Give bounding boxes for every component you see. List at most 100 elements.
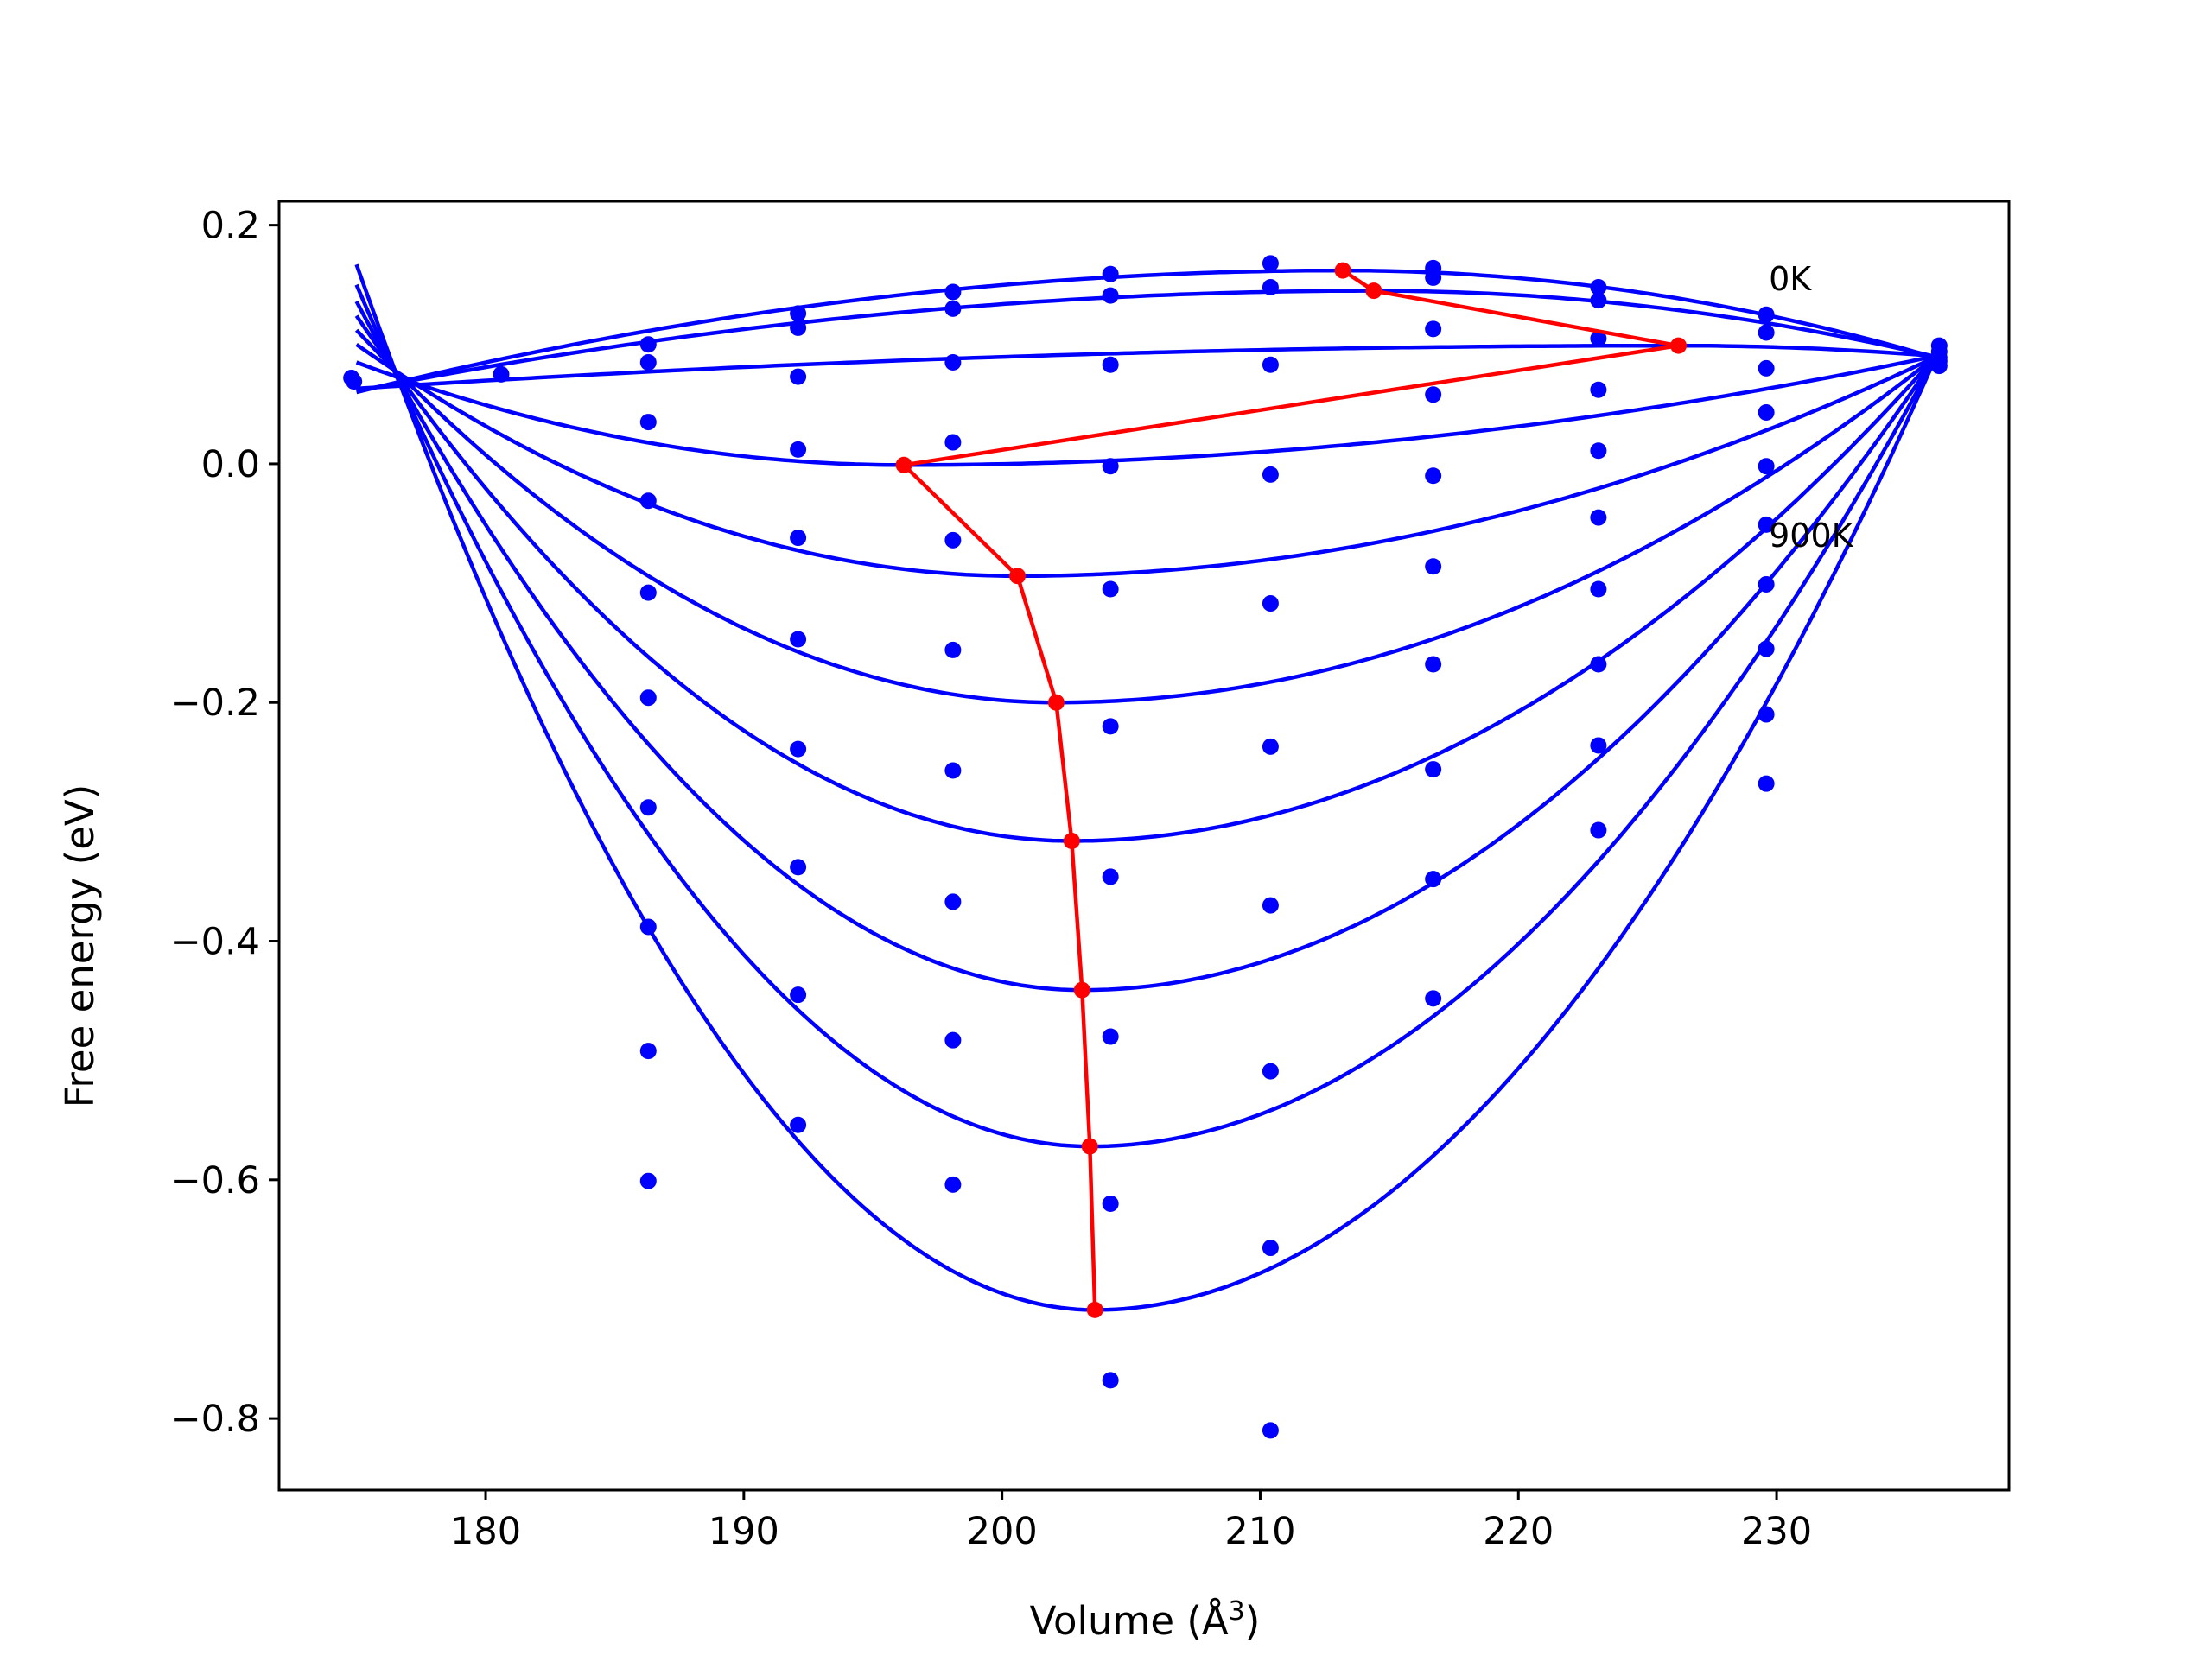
data-point — [1758, 775, 1775, 792]
y-tick-label: −0.2 — [170, 682, 260, 725]
data-point — [639, 584, 657, 601]
data-point — [1425, 990, 1442, 1007]
minima-point — [895, 456, 912, 473]
data-point — [944, 434, 962, 451]
data-point — [1590, 509, 1607, 526]
annotation-label-0: 0K — [1769, 260, 1812, 298]
x-tick-label: 210 — [1224, 1510, 1295, 1553]
fit-curve-0 — [356, 268, 1940, 395]
data-point — [1262, 1240, 1279, 1257]
minima-point — [1086, 1301, 1103, 1318]
data-point — [1758, 404, 1775, 422]
minima-point — [1670, 337, 1688, 354]
minima-point — [1334, 262, 1351, 279]
data-point — [1930, 358, 1948, 375]
data-point — [1262, 255, 1279, 272]
data-point — [1262, 897, 1279, 914]
minima-path-group — [895, 262, 1688, 1318]
data-point — [1590, 330, 1607, 347]
data-point — [944, 641, 962, 658]
data-point — [1262, 278, 1279, 295]
data-point — [944, 1176, 962, 1193]
y-tick-label: −0.6 — [170, 1159, 260, 1202]
data-point — [790, 1116, 807, 1133]
data-point — [944, 283, 962, 301]
data-point — [1590, 737, 1607, 754]
data-point — [944, 1031, 962, 1049]
x-tick-label: 200 — [967, 1510, 1038, 1553]
data-point — [1590, 442, 1607, 460]
data-point — [1590, 580, 1607, 598]
data-point — [1425, 320, 1442, 338]
fit-curve-3 — [355, 352, 1940, 467]
minima-point — [1063, 832, 1080, 849]
data-point — [1262, 1063, 1279, 1080]
fit-curve-8 — [354, 283, 1942, 1149]
x-axis-label: Volume (Å3) — [1030, 1596, 1261, 1645]
data-point — [1590, 381, 1607, 398]
data-point — [1262, 1422, 1279, 1439]
data-point — [639, 336, 657, 353]
data-point — [1758, 324, 1775, 341]
data-point — [944, 762, 962, 779]
data-point — [1102, 458, 1119, 475]
data-point — [1262, 466, 1279, 483]
y-tick-label: −0.4 — [170, 921, 260, 964]
x-tick-label: 230 — [1741, 1510, 1812, 1553]
x-tick-label: 180 — [450, 1510, 521, 1553]
annotation-label-1: 900K — [1769, 517, 1854, 555]
data-point — [1425, 656, 1442, 673]
fit-curve-6 — [354, 314, 1941, 843]
data-point — [1262, 356, 1279, 373]
data-point — [790, 319, 807, 336]
data-point — [944, 354, 962, 371]
data-point — [1425, 761, 1442, 778]
data-point — [944, 531, 962, 549]
data-point — [790, 740, 807, 758]
data-point — [639, 689, 657, 707]
data-point — [1590, 656, 1607, 673]
fit-curve-4 — [355, 342, 1941, 579]
data-point — [1262, 595, 1279, 612]
data-point — [944, 893, 962, 910]
data-point — [1758, 706, 1775, 723]
data-point — [1102, 265, 1119, 282]
data-point — [639, 414, 657, 431]
data-point — [639, 1043, 657, 1060]
data-point — [1758, 516, 1775, 533]
data-point — [1590, 292, 1607, 309]
data-point — [1425, 386, 1442, 403]
data-point — [790, 859, 807, 876]
data-point — [790, 368, 807, 385]
y-tick-label: 0.2 — [201, 205, 260, 248]
minima-point — [1073, 981, 1090, 999]
fit-curve-5 — [354, 328, 1941, 705]
data-point — [1102, 1195, 1119, 1212]
data-point — [1758, 575, 1775, 593]
data-points-group — [343, 255, 1948, 1439]
x-tick-label: 220 — [1483, 1510, 1554, 1553]
x-axis-ticks: 180 190 200 210 220 230 — [450, 1490, 1812, 1553]
plot-frame — [277, 200, 2011, 1492]
data-point — [790, 631, 807, 648]
data-point — [1102, 580, 1119, 598]
minima-point — [1047, 694, 1065, 711]
y-axis-ticks: 0.2 0.0 −0.2 −0.4 −0.6 −0.8 — [170, 205, 279, 1441]
data-point — [1102, 1372, 1119, 1389]
data-point — [790, 305, 807, 322]
fit-curves-group — [354, 263, 1942, 1312]
minima-point — [1009, 568, 1027, 585]
data-point — [1425, 467, 1442, 485]
data-point — [1758, 306, 1775, 323]
fit-curve-7 — [354, 300, 1942, 993]
data-point — [639, 799, 657, 816]
data-point — [944, 300, 962, 317]
data-point — [639, 354, 657, 371]
data-point — [639, 492, 657, 510]
minima-point — [1365, 282, 1382, 300]
data-point — [1425, 871, 1442, 888]
data-point — [790, 986, 807, 1004]
